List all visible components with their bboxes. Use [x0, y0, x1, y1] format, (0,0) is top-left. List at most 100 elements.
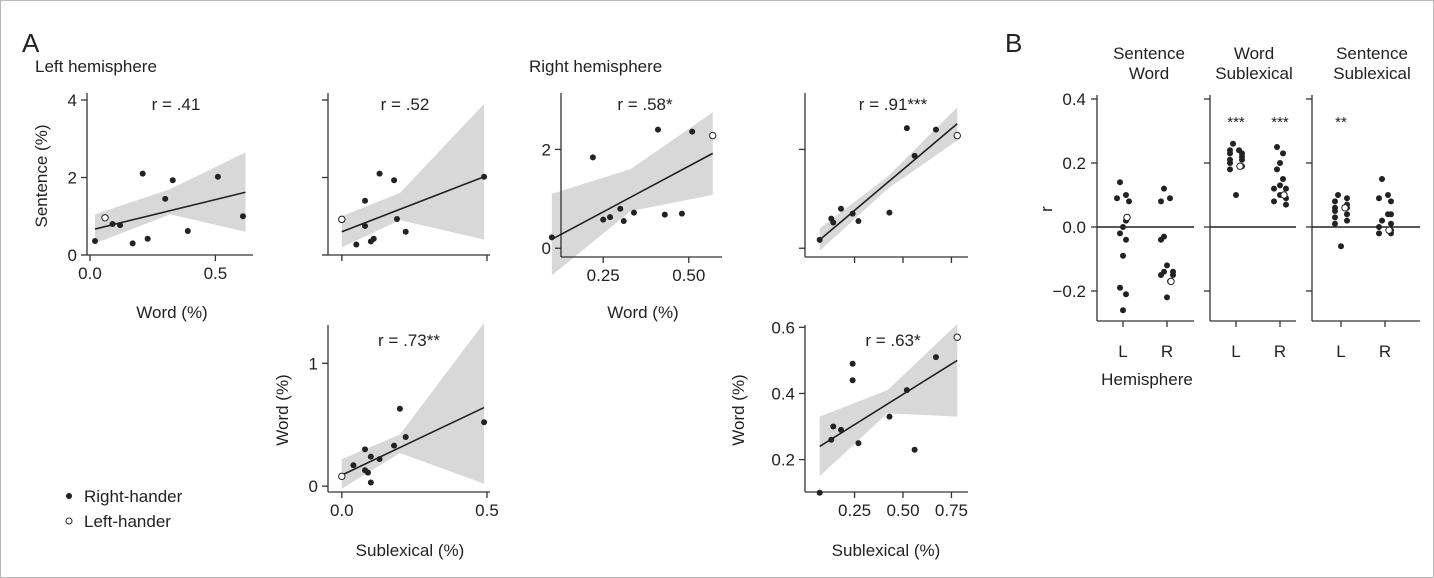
data-point-right-hander — [129, 240, 136, 247]
y-tick-label: 0.0 — [1062, 218, 1086, 237]
data-point-right-hander — [689, 128, 696, 135]
y-tick-label: 2 — [542, 140, 551, 159]
x-axis-label: Sublexical (%) — [832, 541, 941, 560]
data-point-right-hander — [1271, 185, 1277, 192]
y-tick-label: 0.6 — [771, 318, 795, 337]
data-point-right-hander — [903, 125, 910, 132]
x-tick-label: R — [1379, 342, 1391, 361]
data-point-right-hander — [396, 405, 403, 412]
y-axis-label: Sentence (%) — [32, 125, 51, 228]
data-point-right-hander — [393, 215, 400, 222]
y-tick-label: 0 — [68, 246, 77, 265]
data-point-right-hander — [607, 214, 614, 221]
data-point-right-hander — [838, 205, 844, 212]
data-point-right-hander — [1158, 272, 1164, 278]
data-point-right-hander — [1233, 192, 1239, 198]
data-point-right-hander — [1123, 291, 1129, 298]
data-point-right-hander — [117, 222, 124, 229]
data-point-right-hander — [828, 436, 835, 443]
data-point-right-hander — [1277, 160, 1283, 166]
data-point-right-hander — [1164, 294, 1170, 301]
data-point-right-hander — [1332, 220, 1338, 227]
data-point-right-hander — [1158, 236, 1164, 243]
data-point-right-hander — [1227, 150, 1233, 157]
data-point-right-hander — [1117, 284, 1123, 291]
data-point-right-hander — [364, 469, 371, 476]
correlation-annotation: r = .58* — [617, 95, 673, 114]
data-point-right-hander — [1274, 166, 1280, 173]
data-point-right-hander — [367, 479, 374, 486]
data-point-right-hander — [1379, 176, 1385, 182]
data-point-right-hander — [370, 235, 377, 242]
correlation-annotation: r = .63* — [865, 331, 921, 350]
data-point-right-hander — [816, 236, 823, 243]
data-point-right-hander — [1344, 211, 1350, 218]
data-point-right-hander — [1388, 220, 1394, 227]
data-point-right-hander — [849, 360, 856, 367]
x-tick-label: L — [1336, 342, 1345, 361]
data-point-right-hander — [481, 173, 488, 180]
facet-title-line: Word — [1129, 64, 1169, 83]
data-point-right-hander — [362, 446, 369, 453]
panel-label-a: A — [22, 28, 40, 58]
data-point-right-hander — [886, 413, 893, 420]
y-tick-label: 1 — [309, 354, 318, 373]
x-tick-label: 0.25 — [838, 501, 871, 520]
data-point-right-hander — [1158, 198, 1164, 205]
data-point-right-hander — [1170, 272, 1176, 278]
data-point-right-hander — [1114, 195, 1120, 202]
data-point-right-hander — [1120, 224, 1126, 230]
facet-title-line: Sublexical — [1215, 64, 1293, 83]
regression-line — [819, 123, 958, 241]
data-point-left-hander — [953, 333, 961, 341]
data-point-right-hander — [1388, 211, 1394, 218]
data-point-right-hander — [1344, 217, 1350, 224]
data-point-right-hander — [661, 211, 668, 218]
data-point-left-hander — [1123, 213, 1131, 222]
data-point-right-hander — [1388, 198, 1394, 205]
data-point-right-hander — [481, 419, 488, 426]
data-point-right-hander — [1274, 144, 1280, 150]
x-tick-label: 0.50 — [886, 501, 919, 520]
data-point-right-hander — [548, 234, 555, 241]
y-axis-label: Word (%) — [273, 374, 292, 445]
data-point-right-hander — [367, 453, 374, 460]
y-tick-label: 0.2 — [771, 451, 795, 470]
correlation-annotation: r = .52 — [381, 95, 430, 114]
data-point-right-hander — [1271, 198, 1277, 205]
data-point-right-hander — [1230, 140, 1236, 147]
confidence-band — [551, 112, 713, 276]
y-tick-label: 4 — [68, 91, 77, 110]
data-point-right-hander — [1164, 262, 1170, 269]
facet-title-line: Sentence — [1336, 44, 1408, 63]
data-point-right-hander — [932, 126, 939, 133]
x-axis-label: Word (%) — [607, 303, 678, 322]
chart-left-sentence-sublexical: r = .52 — [322, 93, 490, 261]
data-point-right-hander — [849, 210, 856, 217]
data-point-right-hander — [391, 177, 398, 184]
data-point-right-hander — [92, 238, 99, 245]
x-axis-label: Sublexical (%) — [356, 541, 465, 560]
chart-left-sentence-word: 0 2 4 0.0 0.5 r = .41 Sentence (%) Word (%) — [32, 91, 253, 322]
y-tick-label: −0.2 — [1052, 282, 1086, 301]
facet-title-line: Sentence — [1113, 44, 1185, 63]
x-tick-label: 0.0 — [78, 264, 102, 283]
chart-right-sentence-word: 0 2 0.25 0.50 r = .58* Word (%) — [542, 93, 722, 322]
data-point-right-hander — [239, 213, 246, 220]
data-point-right-hander — [654, 126, 661, 133]
panel-label-b: B — [1005, 28, 1022, 58]
x-tick-label: R — [1161, 342, 1173, 361]
data-point-right-hander — [903, 387, 910, 394]
confidence-band — [819, 324, 958, 477]
data-point-right-hander — [849, 377, 856, 384]
data-point-left-hander — [1341, 204, 1349, 212]
data-point-right-hander — [214, 173, 221, 180]
regression-line — [551, 152, 714, 241]
data-point-left-hander — [1280, 191, 1288, 199]
data-point-right-hander — [1277, 182, 1283, 189]
data-point-right-hander — [1332, 208, 1338, 214]
charts-layer: 0 2 4 0.0 0.5 r = .41 Sentence (%) Word (%) r = … — [32, 44, 1420, 560]
